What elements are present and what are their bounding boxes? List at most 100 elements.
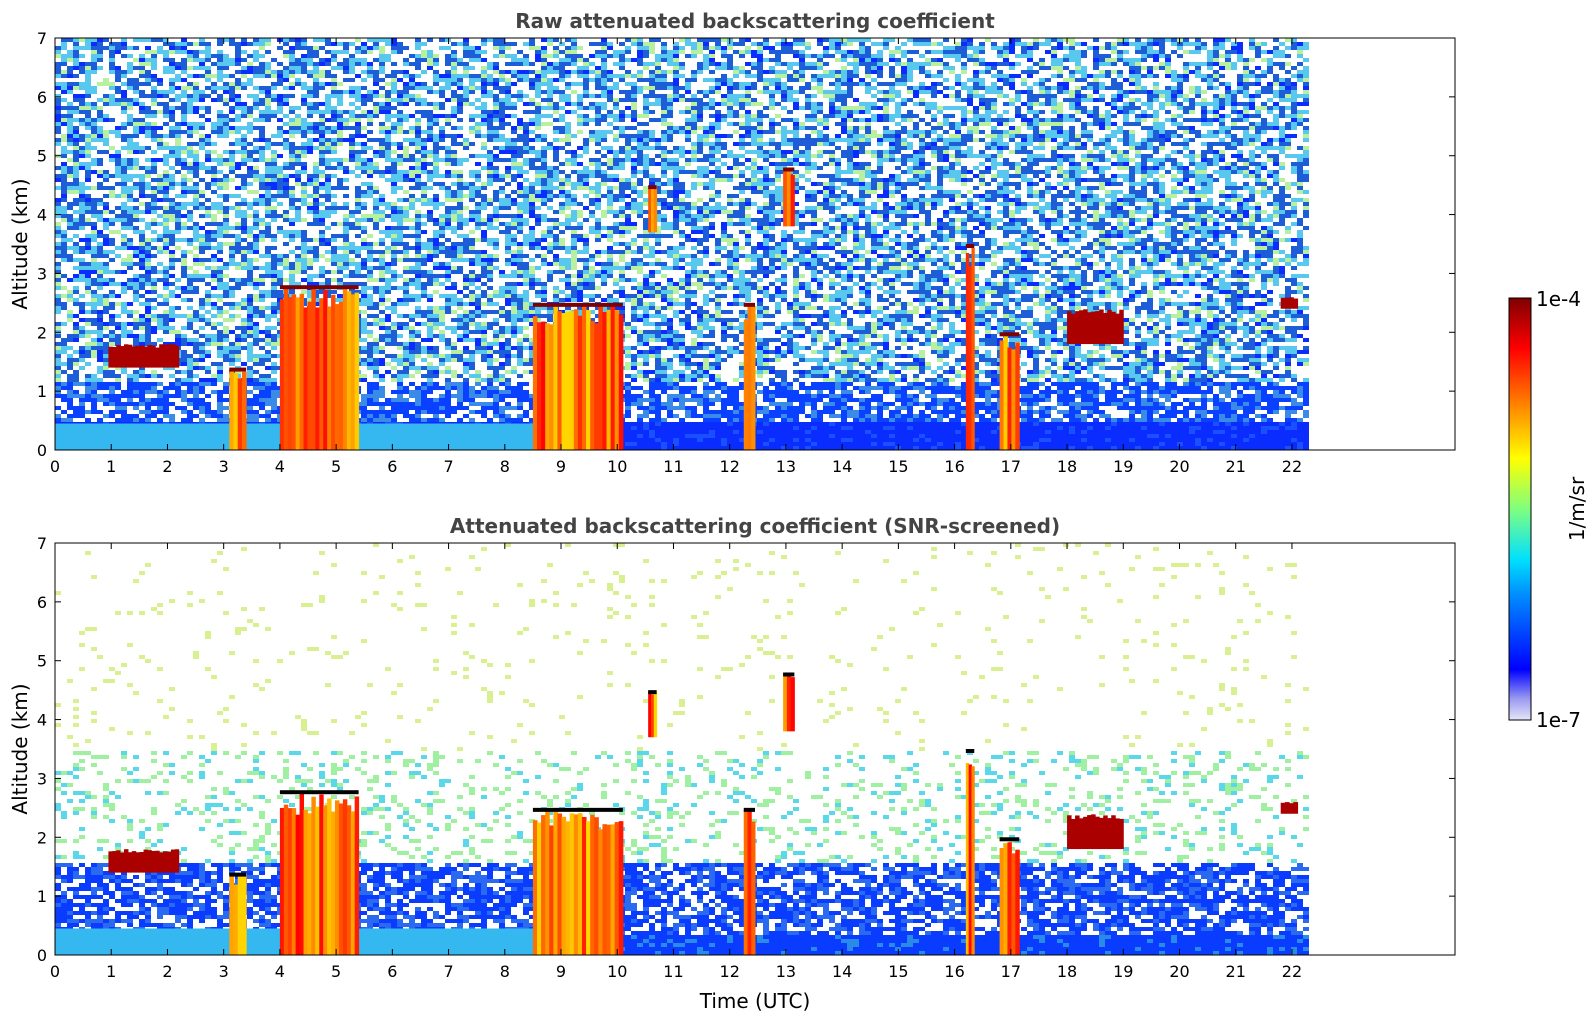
colorbar: 1e-4 1e-7 1/m/sr [1508,287,1589,732]
colorbar-gradient [1508,297,1532,721]
cloud-feature [965,244,975,450]
x-tick-label: 18 [1057,457,1077,476]
panel-raw-x-axis: 0 1 2 3 4 5 6 7 8 9 10 11 12 13 14 15 16 17 18 19 20 21 22 [50,38,1302,476]
panel-raw-frame [54,37,1456,451]
cloud-feature [743,807,756,955]
panel-snr-heatmap [55,543,1309,955]
x-tick-label: 16 [944,962,964,981]
y-tick-label: 1 [37,382,47,401]
y-tick-label: 4 [37,206,47,225]
cloud-feature [229,872,247,955]
y-tick-label: 6 [37,593,47,612]
x-tick-label: 8 [500,457,510,476]
panel-raw-heatmap [55,38,1309,450]
y-tick-label: 6 [37,88,47,107]
x-tick-label: 3 [219,962,229,981]
x-tick-label: 0 [50,457,60,476]
x-tick-label: 5 [331,962,341,981]
cloud-feature [965,749,975,955]
x-tick-label: 3 [219,457,229,476]
x-tick-label: 4 [275,962,285,981]
panel-snr-xlabel: Time (UTC) [699,989,811,1013]
x-tick-label: 9 [556,457,566,476]
y-tick-label: 4 [37,711,47,730]
y-tick-label: 2 [37,828,47,847]
x-tick-label: 14 [832,457,852,476]
panel-raw: Raw attenuated backscattering coefficien… [8,9,1456,476]
panel-snr-x-axis: 0 1 2 3 4 5 6 7 8 9 10 11 12 13 14 15 16 17 18 19 20 21 22 [50,543,1302,981]
panel-raw-title: Raw attenuated backscattering coefficien… [515,9,995,33]
x-tick-label: 9 [556,962,566,981]
panel-snr-frame [54,542,1456,956]
panel-raw-y-axis: 0 1 2 3 4 5 6 7 [37,29,1455,460]
cloud-feature [1280,297,1299,309]
y-tick-label: 5 [37,652,47,671]
panel-snr-title: Attenuated backscattering coefficient (S… [450,514,1060,538]
x-tick-label: 2 [162,457,172,476]
x-tick-label: 6 [387,457,397,476]
cloud-feature [1280,802,1299,814]
x-tick-label: 1 [106,457,116,476]
x-tick-label: 7 [443,962,453,981]
y-tick-label: 7 [37,534,47,553]
cloud-feature [999,332,1020,450]
x-tick-label: 15 [888,457,908,476]
x-tick-label: 21 [1226,457,1246,476]
cloud-feature [783,672,795,732]
cloud-feature [279,285,360,450]
cloud-feature [743,302,756,450]
y-tick-label: 5 [37,147,47,166]
x-tick-label: 0 [50,962,60,981]
y-tick-label: 1 [37,887,47,906]
x-tick-label: 19 [1113,962,1133,981]
cloud-feature [1067,309,1124,345]
x-tick-label: 18 [1057,962,1077,981]
x-tick-label: 19 [1113,457,1133,476]
x-tick-label: 12 [720,457,740,476]
cloud-feature [229,367,247,450]
x-tick-label: 16 [944,457,964,476]
x-tick-label: 14 [832,962,852,981]
cloud-feature [648,185,658,233]
colorbar-label: 1/m/sr [1565,476,1589,541]
cloud-feature [532,302,624,450]
x-tick-label: 5 [331,457,341,476]
x-tick-label: 12 [720,962,740,981]
x-tick-label: 8 [500,962,510,981]
cloud-feature [279,790,360,955]
cloud-feature [999,837,1020,955]
x-tick-label: 20 [1169,962,1189,981]
x-tick-label: 15 [888,962,908,981]
x-tick-label: 4 [275,457,285,476]
y-tick-label: 7 [37,29,47,48]
colorbar-max-label: 1e-4 [1536,287,1581,311]
x-tick-label: 17 [1001,962,1021,981]
x-tick-label: 6 [387,962,397,981]
panel-snr: Attenuated backscattering coefficient (S… [8,514,1456,1013]
cloud-feature [1067,814,1124,850]
x-tick-label: 17 [1001,457,1021,476]
cloud-feature [532,807,624,955]
x-tick-label: 7 [443,457,453,476]
cloud-feature [648,690,658,738]
x-tick-label: 22 [1282,962,1302,981]
x-tick-label: 21 [1226,962,1246,981]
x-tick-label: 10 [607,457,627,476]
colorbar-min-label: 1e-7 [1536,708,1581,732]
x-tick-label: 11 [663,962,683,981]
x-tick-label: 22 [1282,457,1302,476]
y-tick-label: 0 [37,441,47,460]
x-tick-label: 10 [607,962,627,981]
x-tick-label: 2 [162,962,172,981]
y-tick-label: 2 [37,323,47,342]
x-tick-label: 13 [776,457,796,476]
cloud-feature [783,167,795,227]
y-tick-label: 3 [37,769,47,788]
panel-snr-ylabel: Altitude (km) [8,683,32,814]
x-tick-label: 20 [1169,457,1189,476]
cloud-feature [108,344,180,368]
x-tick-label: 1 [106,962,116,981]
panel-raw-ylabel: Altitude (km) [8,178,32,309]
panel-snr-y-axis: 0 1 2 3 4 5 6 7 [37,534,1455,965]
